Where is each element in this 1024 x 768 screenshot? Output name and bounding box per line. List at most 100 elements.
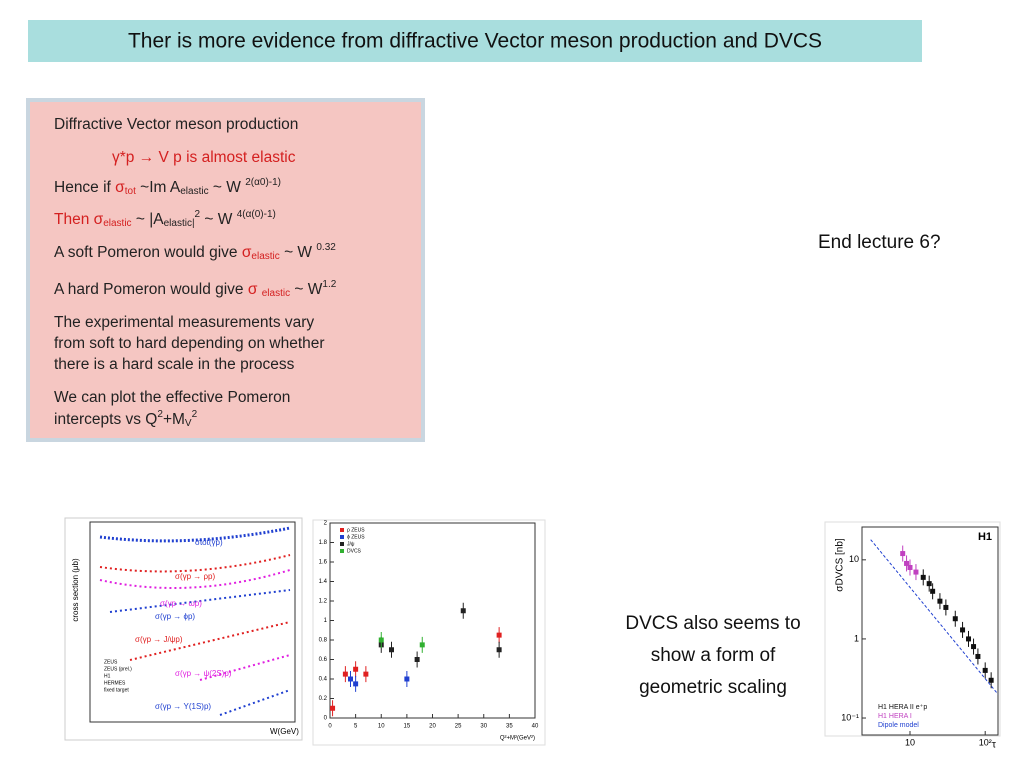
box-line: The experimental measurements vary [54, 314, 314, 331]
plot1-curve [109, 589, 291, 613]
box-line: A soft Pomeron would give σelastic ~ W 0… [54, 242, 336, 262]
point [988, 677, 994, 683]
text-run: elastic [262, 288, 290, 299]
reaction-label: σ(γp → Υ(1S)p) [155, 702, 211, 711]
title-bar [28, 20, 922, 62]
point [389, 647, 394, 653]
point [363, 671, 369, 677]
legend-entry: H1 HERA I [878, 713, 912, 720]
text-run: elastic [180, 186, 208, 197]
plot1-curve [99, 526, 291, 543]
point [496, 632, 502, 638]
point [930, 588, 936, 594]
plot1-curve [99, 554, 291, 573]
text-run: V [185, 418, 192, 429]
x-tick-label: 10² [979, 737, 992, 747]
y-tick-label: 0.4 [319, 677, 328, 683]
x-axis-label: W(GeV) [270, 727, 299, 736]
scan-box [26, 98, 425, 442]
box-line: intercepts vs Q2+MV2 [54, 409, 198, 429]
text-run: ~ W [280, 244, 317, 261]
x-tick-label: 30 [480, 724, 487, 730]
y-tick-label: 1.6 [319, 560, 328, 566]
legend-swatch [340, 542, 344, 546]
text-run: 0.32 [316, 242, 336, 253]
legend-entry: ZEUS (prel.) [104, 666, 132, 672]
text-run: Diffractive Vector meson production [54, 116, 298, 133]
legend-entry: J/ψ [347, 541, 355, 547]
x-tick-label: 35 [506, 724, 513, 730]
box-line: A hard Pomeron would give σ elastic ~ W1… [54, 279, 337, 299]
text-run: ~ W [290, 281, 323, 298]
text-run: 2 [195, 209, 201, 220]
text-run: A hard Pomeron would give [54, 281, 248, 298]
text-run: +M [163, 411, 185, 428]
text-run: ~ W [200, 211, 237, 228]
reaction-label: σ(γp → ρp) [175, 572, 215, 581]
x-tick-label: 0 [328, 724, 332, 730]
y-tick-label: 10⁻¹ [841, 712, 859, 722]
plot1-curve [219, 689, 291, 716]
text-run: A soft Pomeron would give [54, 244, 242, 261]
y-tick-label: 2 [324, 521, 328, 527]
reaction-label: σ(γp → ψ(2S)p) [175, 669, 232, 678]
point [913, 569, 919, 575]
dvcs-note: DVCS also seems to [625, 613, 800, 634]
reaction-label: σ(γp → ϕp) [155, 612, 195, 621]
plot1-axes [89, 521, 296, 723]
legend-entry: H1 HERA II e⁺p [878, 704, 927, 711]
y-axis-label: σDVCS [nb] [835, 538, 846, 592]
x-axis-label: Q²+M²(GeV²) [500, 736, 535, 742]
y-tick-label: 1.4 [319, 579, 328, 585]
model-curve [870, 539, 999, 695]
point [460, 608, 466, 614]
x-tick-label: 5 [354, 724, 358, 730]
text-run: Then σ [54, 211, 104, 228]
dvcs-note: show a form of [651, 645, 776, 666]
point [419, 642, 425, 648]
y-tick-label: 0.2 [319, 696, 328, 702]
text-run: ~Im A [136, 179, 181, 196]
x-tick-label: 10 [378, 724, 385, 730]
x-tick-label: 25 [455, 724, 462, 730]
point [404, 676, 410, 682]
point [378, 637, 384, 643]
text-run: from soft to hard depending on whether [54, 335, 325, 352]
point [971, 644, 977, 650]
point [900, 551, 906, 557]
box-line: from soft to hard depending on whether [54, 335, 325, 352]
title: Ther is more evidence from diffractive V… [128, 30, 822, 53]
legend-entry: ρ ZEUS [347, 527, 365, 533]
box-line: there is a hard scale in the process [54, 356, 295, 373]
y-axis-label: cross section (μb) [71, 558, 80, 622]
point [330, 705, 336, 711]
point [920, 574, 926, 580]
reaction-label: σ(γp → J/ψp) [135, 635, 183, 644]
plot1-curve [199, 654, 291, 681]
text-run: γ*p → V p is almost elastic [112, 149, 296, 166]
box-line: Hence if σtot ~Im Aelastic ~ W 2(α0)-1) [54, 177, 281, 197]
point [353, 681, 359, 687]
text-run: 2(α0)-1) [245, 177, 281, 188]
text-run: ~ W [209, 179, 246, 196]
box-line: γ*p → V p is almost elastic [112, 149, 296, 166]
reaction-label: σtot(γp) [195, 538, 223, 547]
legend-entry: DVCS [347, 548, 362, 554]
legend-entry: H1 [104, 673, 111, 679]
y-tick-label: 1.2 [319, 599, 328, 605]
box-line: Then σelastic ~ |Aelastic|2 ~ W 4(α(0)-1… [54, 209, 276, 229]
point [414, 657, 420, 662]
y-tick-label: 0.8 [319, 638, 328, 644]
x-tick-label: 40 [532, 724, 539, 730]
x-axis-label: τ [992, 740, 996, 751]
legend-swatch [340, 528, 344, 532]
point [975, 653, 981, 659]
text-run: tot [125, 186, 136, 197]
text-run: ~ |A [132, 211, 165, 228]
text-run: there is a hard scale in the process [54, 356, 295, 373]
text-run: The experimental measurements vary [54, 314, 314, 331]
text-run: intercepts vs Q [54, 411, 157, 428]
legend-entry: HERMES [104, 680, 126, 686]
x-tick-label: 20 [429, 724, 436, 730]
